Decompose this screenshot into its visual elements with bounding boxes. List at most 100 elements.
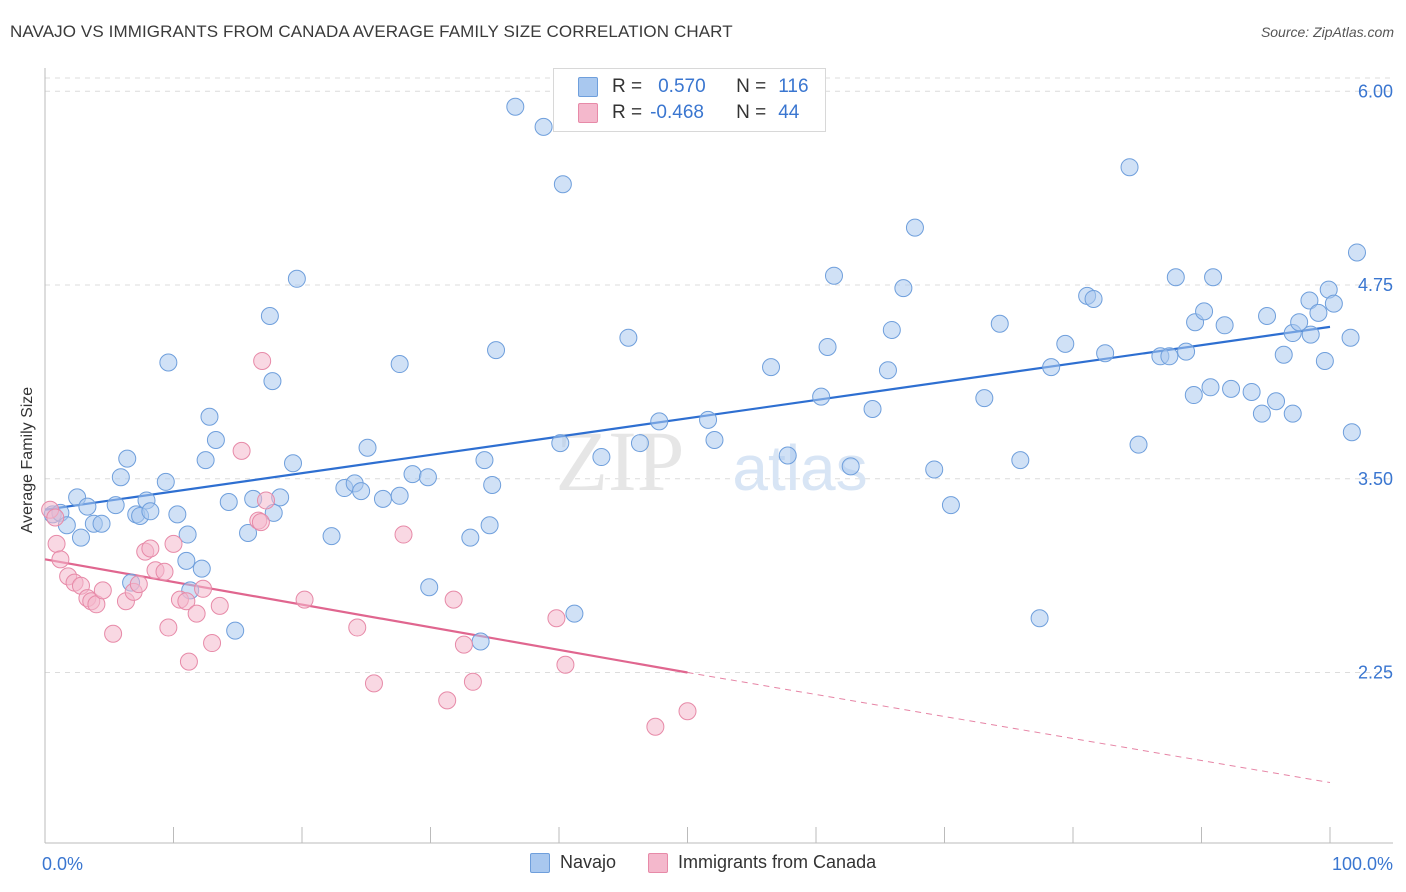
canada-point (47, 534, 66, 553)
navajo-point (592, 448, 611, 467)
canada-point (444, 590, 463, 609)
chart-title: NAVAJO VS IMMIGRANTS FROM CANADA AVERAGE… (10, 22, 733, 41)
navajo-point (975, 389, 994, 408)
series-legend-navajo: Navajo (530, 852, 616, 873)
legend-swatch-navajo (578, 77, 598, 97)
navajo-point (841, 457, 860, 476)
trend-line-extension (687, 672, 1331, 784)
navajo-point (196, 451, 215, 470)
canada-point (129, 575, 148, 594)
canada-point (251, 513, 270, 532)
navajo-point (487, 341, 506, 360)
canada-point (46, 508, 65, 527)
navajo-point (71, 528, 90, 547)
navajo-point (878, 361, 897, 380)
navajo-point (990, 314, 1009, 333)
navajo-point (480, 516, 499, 535)
x-tick-labels: 0.0% 100.0% (42, 854, 1393, 874)
canada-point (187, 604, 206, 623)
series-label-navajo: Navajo (560, 852, 617, 872)
axes (44, 68, 1393, 844)
canada-point (177, 592, 196, 611)
navajo-point (178, 525, 197, 544)
canada-point (556, 655, 575, 674)
navajo-point (1129, 435, 1148, 454)
navajo-point (192, 559, 211, 578)
y-tick-label: 6.00 (1358, 81, 1393, 101)
navajo-point (322, 527, 341, 546)
navajo-point (118, 449, 137, 468)
canada-point (203, 634, 222, 653)
navajo-point (1274, 345, 1293, 364)
navajo-point (284, 454, 303, 473)
canada-point (364, 674, 383, 693)
navajo-point (483, 475, 502, 494)
navajo-point (1347, 243, 1366, 262)
navajo-point (177, 551, 196, 570)
source-note: Source: ZipAtlas.com (1260, 24, 1394, 40)
canada-point (141, 539, 160, 558)
canada-point (159, 618, 178, 637)
navajo-point (1300, 291, 1319, 310)
canada-point (257, 491, 276, 510)
navajo-point (418, 468, 437, 487)
canada-point (348, 618, 367, 637)
navajo-point (226, 621, 245, 640)
navajo-point (260, 307, 279, 325)
navajo-point (1301, 325, 1320, 344)
navajo-point (630, 434, 649, 453)
navajo-point (1283, 404, 1302, 423)
legend-n-value: 44 (778, 102, 800, 123)
navajo-point (1195, 302, 1214, 321)
navajo-point (390, 355, 409, 374)
navajo-point (200, 407, 219, 426)
navajo-point (461, 528, 480, 547)
x-tick-label: 0.0% (42, 854, 83, 874)
canada-point (547, 609, 566, 628)
navajo-point (1096, 344, 1115, 363)
navajo-point (106, 496, 125, 515)
navajo-point (206, 431, 225, 449)
canada-point (454, 635, 473, 654)
legend-n-key: N = (736, 102, 767, 123)
navajo-point (219, 493, 238, 511)
canada-point (646, 717, 665, 736)
canada-point (295, 590, 314, 609)
navajo-point (358, 438, 377, 457)
navajo-point (141, 502, 160, 521)
navajo-point (1341, 328, 1360, 347)
y-tick-label: 3.50 (1358, 469, 1393, 489)
canada-point (253, 351, 272, 370)
navajo-point (1204, 268, 1223, 287)
navajo-point (818, 338, 837, 356)
navajo-point (1177, 342, 1196, 361)
navajo-point (287, 269, 306, 288)
series-legend: Navajo Immigrants from Canada (530, 852, 908, 873)
navajo-point (1290, 313, 1309, 332)
series-swatch-canada (648, 852, 669, 873)
y-tick-label: 4.75 (1358, 275, 1393, 295)
navajo-point (263, 372, 282, 391)
legend-swatch-canada (578, 103, 598, 123)
navajo-point (111, 468, 130, 487)
canada-point (93, 581, 112, 600)
x-tick-label: 100.0% (1332, 854, 1393, 874)
navajo-point (168, 505, 187, 524)
data-points (41, 97, 1366, 736)
canada-point (104, 624, 123, 643)
navajo-point (471, 632, 490, 651)
legend-row-navajo: R = 0.570 N = 116 (578, 75, 809, 99)
navajo-point (553, 175, 572, 194)
navajo-point (1342, 423, 1361, 442)
navajo-point (1042, 358, 1061, 377)
navajo-point (1267, 392, 1286, 411)
navajo-point (941, 496, 960, 515)
navajo-point (78, 497, 97, 516)
navajo-point (565, 604, 584, 623)
legend-n-value: 116 (778, 76, 809, 97)
navajo-point (812, 387, 831, 406)
y-tick-labels: 2.25 3.50 4.75 6.00 (1358, 81, 1393, 682)
legend-r-key: R = (612, 102, 643, 123)
navajo-point (1166, 268, 1185, 287)
